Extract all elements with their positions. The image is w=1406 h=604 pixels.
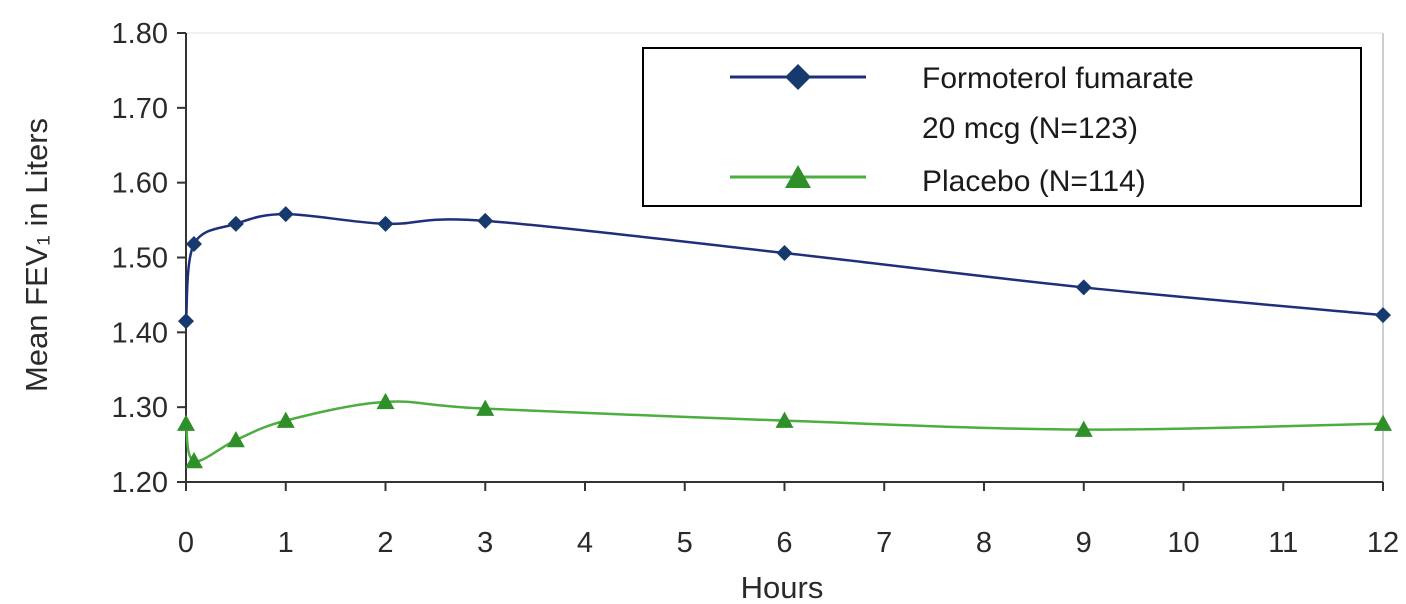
- x-tick-label: 5: [677, 527, 693, 559]
- legend-label-placebo: Placebo (N=114): [922, 165, 1146, 198]
- data-point-diamond: [178, 313, 194, 330]
- data-point-diamond: [1075, 279, 1092, 296]
- legend-label-formoterol-line2: 20 mcg (N=123): [922, 112, 1138, 145]
- x-axis-title: Hours: [741, 570, 824, 604]
- x-tick-label: 10: [1167, 527, 1199, 559]
- data-point-diamond: [776, 245, 793, 262]
- data-point-diamond: [227, 215, 244, 232]
- y-tick-label: 1.80: [112, 18, 168, 50]
- x-tick-label: 2: [377, 527, 393, 559]
- y-axis-title: Mean FEV₁ in Liters: [19, 118, 54, 392]
- x-tick-label: 11: [1268, 527, 1298, 559]
- data-point-triangle: [184, 452, 203, 469]
- data-point-diamond: [377, 215, 394, 232]
- x-tick-label: 7: [876, 527, 892, 559]
- y-tick-label: 1.50: [112, 243, 168, 275]
- x-axis: 0 1 2 3 4 5 6 7 8 9 10 11 12: [178, 481, 1399, 559]
- legend-triangle-marker: [785, 165, 811, 188]
- x-tick-label: 9: [1076, 527, 1092, 559]
- series-formoterol: [178, 206, 1391, 330]
- x-tick-label: 8: [976, 527, 992, 559]
- data-point-triangle: [177, 414, 195, 431]
- data-point-triangle: [226, 431, 245, 448]
- x-tick-label: 12: [1367, 527, 1399, 559]
- series-layer: [177, 206, 1392, 469]
- x-tick-label: 0: [178, 527, 194, 559]
- legend-label-formoterol-line1: Formoterol fumarate: [922, 62, 1194, 95]
- y-tick-label: 1.40: [112, 317, 168, 349]
- data-point-diamond: [477, 212, 494, 229]
- legend: Formoterol fumarate 20 mcg (N=123) Place…: [642, 47, 1362, 207]
- y-axis: 1.20 1.30 1.40 1.50 1.60 1.70 1.80: [112, 18, 187, 499]
- data-point-triangle: [276, 411, 295, 428]
- x-tick-label: 1: [278, 527, 294, 559]
- data-point-diamond: [185, 236, 202, 253]
- data-point-diamond: [277, 206, 294, 223]
- x-tick-label: 4: [577, 527, 593, 559]
- data-point-triangle: [476, 399, 495, 416]
- x-tick-label: 6: [776, 527, 792, 559]
- data-point-diamond: [1375, 307, 1391, 324]
- legend-box: [642, 47, 1362, 207]
- plot-area: [186, 32, 1384, 482]
- x-tick-label: 3: [477, 527, 493, 559]
- series-placebo: [177, 392, 1392, 469]
- data-point-triangle: [1074, 420, 1093, 437]
- y-tick-label: 1.30: [112, 392, 168, 424]
- y-tick-label: 1.20: [112, 467, 168, 499]
- legend-diamond-marker: [785, 64, 811, 90]
- data-point-triangle: [775, 411, 794, 428]
- y-tick-label: 1.60: [112, 168, 168, 200]
- data-point-triangle: [1374, 414, 1392, 431]
- data-point-triangle: [376, 392, 395, 410]
- y-tick-label: 1.70: [112, 93, 168, 125]
